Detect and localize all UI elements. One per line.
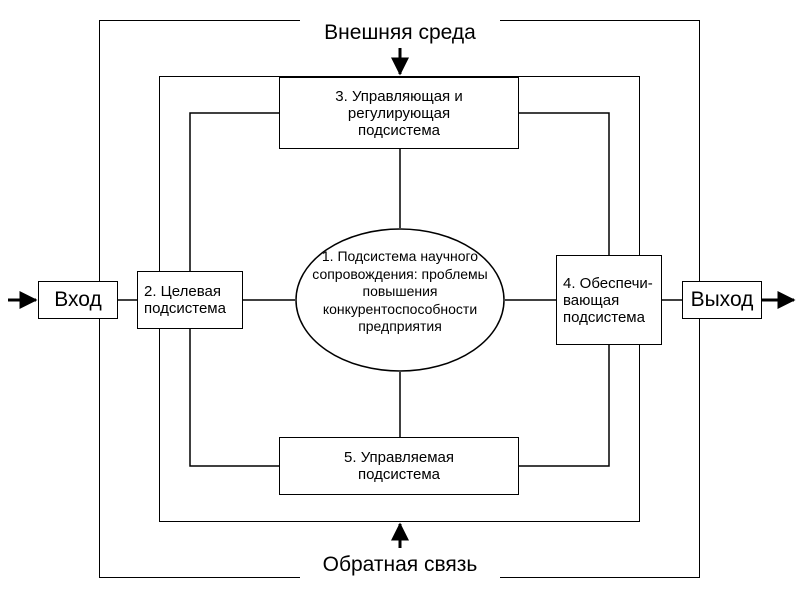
node-4-supporting: 4. Обеспечи-вающая подсистема	[556, 255, 662, 345]
node-1-center: 1. Подсистема научного сопровождения: пр…	[295, 228, 505, 372]
output-box: Выход	[682, 281, 762, 319]
node-2-label: 2. Целевая подсистема	[144, 283, 238, 317]
node-5-managed: 5. Управляемая подсистема	[279, 437, 519, 495]
node-1-label: 1. Подсистема научного сопровождения: пр…	[309, 248, 491, 336]
node-3-managing: 3. Управляющая и регулирующая подсистема	[279, 77, 519, 149]
input-box: Вход	[38, 281, 118, 319]
node-5-label: 5. Управляемая подсистема	[309, 449, 489, 483]
node-2-target: 2. Целевая подсистема	[137, 271, 243, 329]
label-feedback: Обратная связь	[300, 552, 500, 578]
label-external-env: Внешняя среда	[300, 20, 500, 46]
output-label: Выход	[691, 288, 754, 312]
node-4-label: 4. Обеспечи-вающая подсистема	[563, 275, 657, 326]
node-3-label: 3. Управляющая и регулирующая подсистема	[309, 88, 489, 139]
input-label: Вход	[54, 288, 102, 312]
